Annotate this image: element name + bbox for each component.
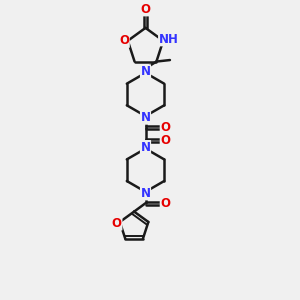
- Text: O: O: [160, 134, 170, 147]
- Text: N: N: [140, 65, 151, 78]
- Text: N: N: [140, 111, 151, 124]
- Text: O: O: [160, 121, 170, 134]
- Text: NH: NH: [159, 33, 178, 46]
- Text: O: O: [160, 197, 170, 210]
- Text: O: O: [140, 3, 151, 16]
- Text: O: O: [112, 217, 122, 230]
- Text: N: N: [140, 141, 151, 154]
- Text: O: O: [119, 34, 129, 47]
- Text: N: N: [140, 187, 151, 200]
